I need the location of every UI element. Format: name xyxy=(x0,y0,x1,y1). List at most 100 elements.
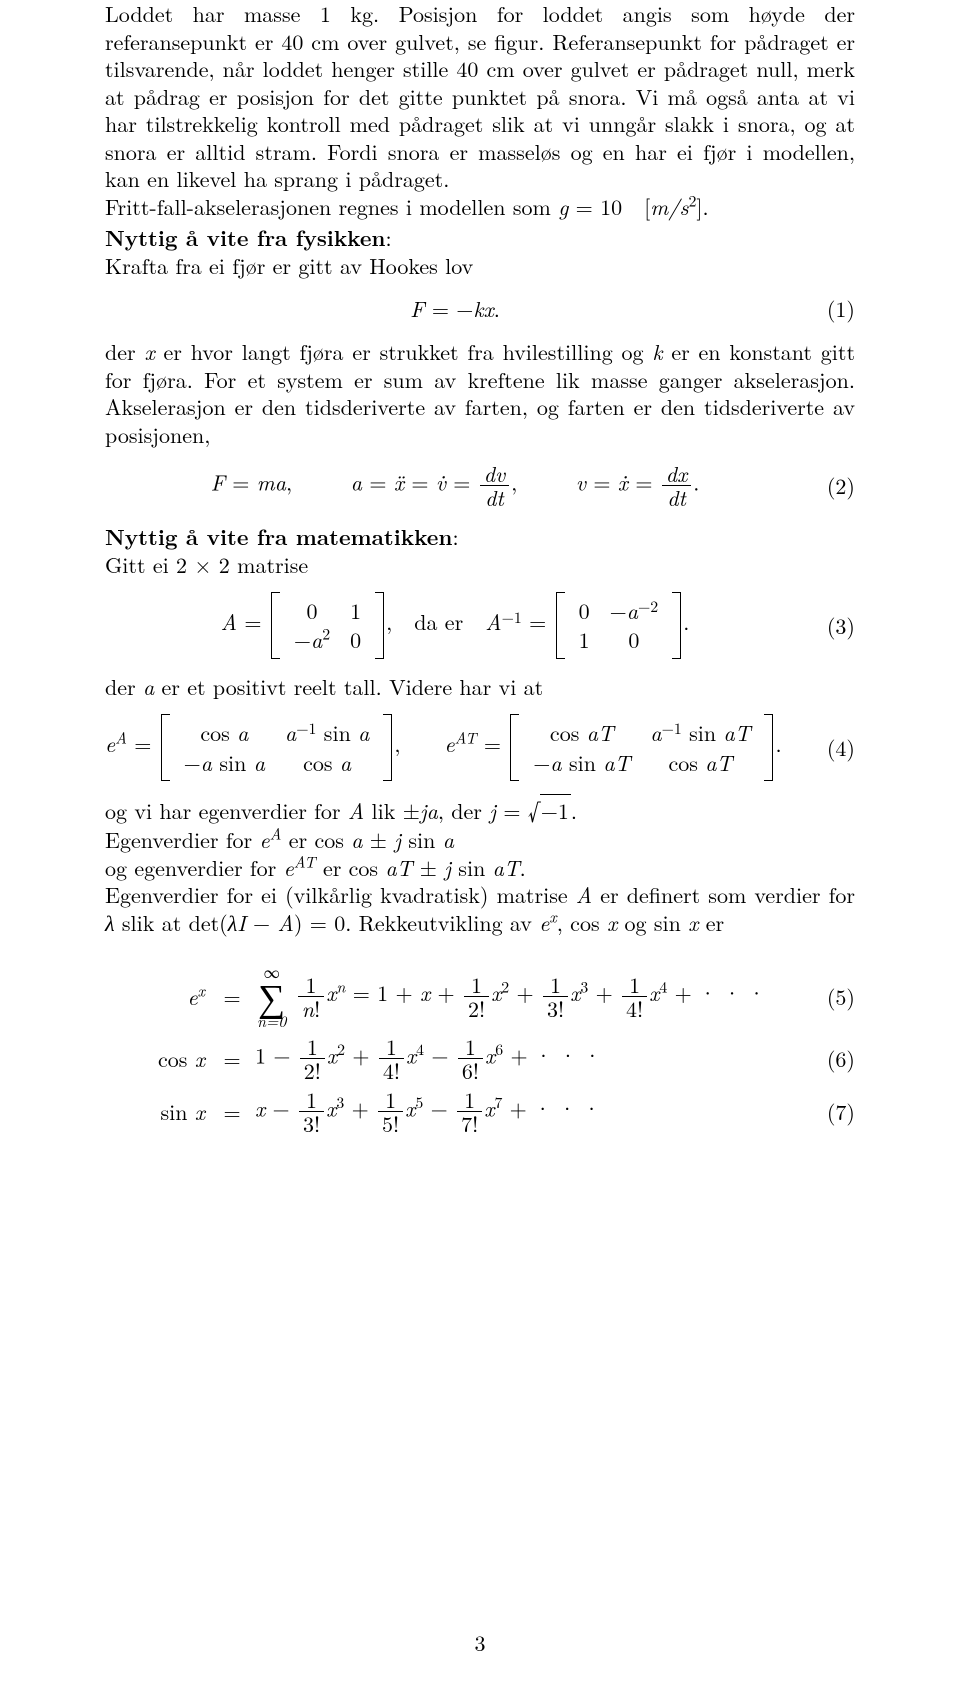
e2-a: a xyxy=(275,466,286,497)
p8b: er cos xyxy=(281,824,351,855)
eqnum-5: (5) xyxy=(805,981,855,1012)
e2-xdd: ẍ xyxy=(394,466,404,497)
e3-m21a: − xyxy=(294,624,311,655)
p2c: = 10 [ xyxy=(568,191,650,222)
e3-eq2: = xyxy=(522,606,554,637)
e5-f3d: 3! xyxy=(543,997,568,1020)
e3-Ainv-exp: −1 xyxy=(502,605,522,628)
e4-m11a: a xyxy=(237,717,248,748)
e7-tail: + · · · xyxy=(502,1092,600,1123)
e2-eq1: = xyxy=(225,466,257,497)
e7-x2: x xyxy=(326,1092,336,1123)
p4: der x er hvor langt fjøra er strukket fr… xyxy=(105,338,855,448)
e7-f1d: 3! xyxy=(299,1112,324,1135)
e2-m: m xyxy=(257,466,275,497)
p7-10: og vi har egenverdier for A lik ±ja, der… xyxy=(105,795,855,937)
e2-v: v xyxy=(576,466,586,497)
e6-tail: + · · · xyxy=(503,1039,601,1070)
p9-j: j xyxy=(444,852,451,883)
e4-eAT-exp: AT xyxy=(455,726,477,749)
p10j: , cos xyxy=(557,907,607,938)
p7-a: a xyxy=(427,795,438,826)
e6-f3d: 6! xyxy=(458,1059,483,1082)
p8a: Egenverdier for xyxy=(105,824,260,855)
p10-x1: x xyxy=(607,907,617,938)
e6-p1: + xyxy=(345,1039,377,1070)
e6-f1d: 2! xyxy=(300,1059,325,1082)
e3-n22: 0 xyxy=(600,625,669,654)
e6-x3-exp: 4 xyxy=(416,1037,424,1060)
e1-eq: = − xyxy=(425,293,474,324)
p6c: er et positivt reelt tall. Videre har vi… xyxy=(154,671,543,702)
e3-eq1: = xyxy=(237,606,269,637)
p10c: er definert som verdier for xyxy=(592,879,855,910)
e3-Ainv: A xyxy=(485,606,501,637)
page-number: 3 xyxy=(0,1627,960,1658)
p3: Krafta fra ei fjør er gitt av Hookes lov xyxy=(105,250,473,281)
e4-n12a: a xyxy=(650,717,661,748)
e6-x4-exp: 6 xyxy=(495,1037,503,1060)
p10l: og sin xyxy=(617,907,688,938)
e5-p2: + xyxy=(509,977,541,1008)
e4-n21c: sin xyxy=(562,747,604,778)
e7-m1: − xyxy=(265,1092,297,1123)
sqrt-icon: √ xyxy=(528,792,540,828)
e4-n21b: a xyxy=(550,747,561,778)
colon1: : xyxy=(385,222,391,253)
e4-m22a: a xyxy=(340,747,351,778)
p8-eA: e xyxy=(260,824,270,855)
e7-p1: + xyxy=(344,1092,376,1123)
e6-x: x xyxy=(195,1043,205,1074)
eqnum-3: (3) xyxy=(805,610,855,641)
e1-k: k xyxy=(473,293,483,324)
e7-f2d: 5! xyxy=(378,1112,403,1135)
p10-lI: λI xyxy=(228,907,246,938)
math-heading-block: Nyttig å vite fra matematikken: Gitt ei … xyxy=(105,523,855,578)
e4-m11: cos xyxy=(200,717,237,748)
e3-m12: 1 xyxy=(340,596,371,625)
e6-x2-exp: 2 xyxy=(337,1037,345,1060)
e3-A: A xyxy=(221,606,237,637)
p9-aT: aT xyxy=(385,852,412,883)
e3-m21-exp: 2 xyxy=(322,622,330,645)
p2-g: g xyxy=(558,191,568,222)
e4-m22: cos xyxy=(303,747,340,778)
e4-m21c: sin xyxy=(212,747,254,778)
p7a: og vi har egenverdier for xyxy=(105,795,348,826)
e3-n11: 0 xyxy=(569,596,600,625)
e2-c1: , xyxy=(286,466,292,497)
e6-x2: x xyxy=(327,1039,337,1070)
e4-m12c: a xyxy=(358,717,369,748)
p8-j: j xyxy=(394,824,401,855)
heading-physics: Nyttig å vite fra fysikken xyxy=(105,222,385,253)
e2-c2: , xyxy=(511,466,517,497)
p9b: er cos xyxy=(316,852,386,883)
e2-eq2: = xyxy=(362,466,394,497)
e5-xn: x xyxy=(326,977,336,1008)
e7-p2: − xyxy=(423,1092,455,1123)
e4-m21b: a xyxy=(201,747,212,778)
p10a: Egenverdier for ei (vilkårlig kvadratisk… xyxy=(105,879,576,910)
e4-m12b: sin xyxy=(316,717,358,748)
p7-neg1: −1 xyxy=(540,794,571,826)
equation-5: ex = ∞ ∑ n=0 1n!xn = 1 + x + 12!x2 + 13!… xyxy=(105,964,855,1028)
e2-eq5: = xyxy=(586,466,618,497)
e5-p1: + xyxy=(430,977,462,1008)
e2-dt2: dt xyxy=(667,482,686,513)
equation-1: F = −kx. (1) xyxy=(105,293,855,324)
e3-n21: 1 xyxy=(569,625,600,654)
e1-dot: . xyxy=(494,293,500,324)
e3-dot: . xyxy=(683,606,689,637)
p1: Loddet har masse 1 kg. Posisjon for lodd… xyxy=(105,0,855,194)
p10n: er xyxy=(698,907,724,938)
e4-eA-exp: A xyxy=(115,726,127,749)
e5-tail: + · · · xyxy=(667,977,765,1008)
e6-p2: − xyxy=(424,1039,456,1070)
p7c: lik ± xyxy=(364,795,420,826)
p7f: , der xyxy=(438,795,489,826)
e4-dot: . xyxy=(775,728,781,759)
e4-m21d: a xyxy=(254,747,265,778)
p4c: er hvor langt fjøra er strukket fra hvil… xyxy=(155,336,653,367)
e4-n21d: aT xyxy=(603,747,630,778)
e4-n22: cos xyxy=(669,747,706,778)
